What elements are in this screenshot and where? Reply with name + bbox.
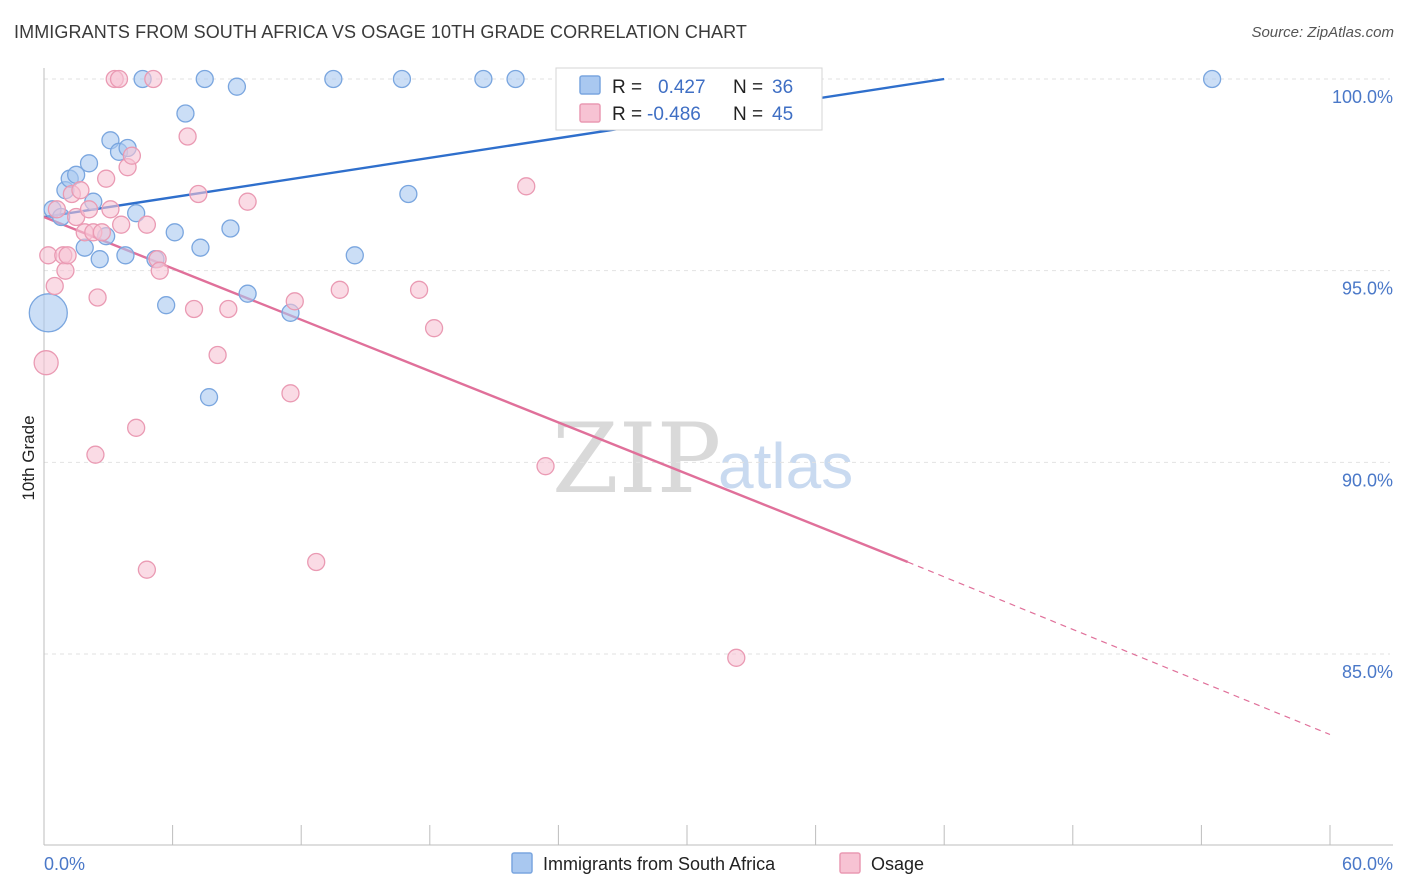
pink-point: [112, 215, 131, 234]
pink-point: [47, 200, 67, 219]
pink-point: [92, 223, 112, 242]
pink-point: [536, 457, 555, 476]
y-tick-label: 85.0%: [1342, 662, 1393, 682]
pink-point: [88, 288, 107, 307]
pink-point: [137, 560, 157, 579]
pink-point: [56, 261, 75, 280]
pink-point: [517, 177, 536, 196]
pink-point: [330, 280, 349, 299]
blue-point: [227, 77, 247, 96]
blue-point: [506, 69, 525, 89]
blue-point: [176, 104, 195, 123]
pink-point: [58, 246, 77, 265]
pink-point: [86, 445, 105, 464]
pink-point: [285, 292, 304, 311]
blue-point: [127, 204, 146, 223]
pink-trend-line: [43, 215, 909, 564]
blue-point: [79, 154, 99, 173]
blue-point: [28, 293, 68, 333]
pink-point: [33, 350, 59, 376]
pink-trend-extension: [907, 561, 1331, 736]
x-tick-label: 60.0%: [1342, 854, 1393, 874]
blue-point: [165, 223, 184, 242]
blue-point: [90, 250, 109, 269]
watermark-atlas: atlas: [718, 430, 853, 502]
pink-point: [127, 418, 146, 437]
blue-point: [221, 219, 240, 238]
pink-point: [144, 69, 163, 89]
y-tick-label: 100.0%: [1332, 87, 1393, 107]
stats-n-label-blue: N =: [733, 77, 763, 98]
pink-point: [122, 146, 142, 165]
blue-point: [195, 69, 214, 89]
source-credit: Source: ZipAtlas.com: [1251, 24, 1394, 41]
y-axis-label: 10th Grade: [19, 415, 38, 500]
blue-point: [345, 246, 364, 265]
blue-point: [399, 184, 418, 204]
data-points: [28, 69, 1222, 667]
blue-point: [75, 238, 94, 257]
pink-point: [101, 200, 120, 219]
axes: 100.0% 95.0% 90.0% 85.0% 0.0% 60.0%: [43, 68, 1393, 874]
blue-point: [191, 238, 210, 257]
pink-point: [238, 192, 257, 211]
watermark-zip: ZIP: [552, 403, 721, 515]
legend-label-pink: Osage: [871, 854, 924, 874]
blue-point: [474, 69, 493, 89]
legend: Immigrants from South Africa Osage: [511, 852, 924, 874]
stats-r-value-pink: -0.486: [647, 104, 701, 125]
pink-point: [45, 276, 64, 296]
pink-point: [97, 169, 116, 188]
stats-swatch-pink: [579, 103, 601, 123]
stats-r-label-blue: R =: [612, 77, 642, 98]
pink-point: [307, 552, 326, 572]
blue-point: [116, 246, 135, 265]
chart-title: IMMIGRANTS FROM SOUTH AFRICA VS OSAGE 10…: [14, 22, 748, 42]
blue-point: [1202, 69, 1222, 89]
pink-point: [208, 345, 227, 365]
gridlines: [44, 78, 1390, 655]
legend-swatch-pink: [839, 852, 861, 874]
stats-n-value-pink: 45: [772, 104, 793, 125]
pink-point: [189, 184, 208, 204]
stats-n-label-pink: N =: [733, 104, 763, 125]
pink-point: [150, 261, 169, 280]
pink-point: [109, 69, 129, 89]
pink-point: [184, 299, 204, 319]
x-tick-label: 0.0%: [44, 854, 85, 874]
stats-box: R = 0.427 N = 36 R = -0.486 N = 45: [555, 67, 823, 131]
legend-swatch-blue: [511, 852, 533, 874]
pink-point: [281, 384, 300, 403]
blue-point: [324, 69, 343, 89]
blue-point: [392, 69, 412, 89]
blue-point: [157, 296, 176, 315]
pink-point: [79, 200, 99, 219]
stats-n-value-blue: 36: [772, 77, 793, 98]
pink-point: [219, 299, 238, 319]
legend-label-blue: Immigrants from South Africa: [543, 854, 776, 874]
stats-r-label-pink: R =: [612, 104, 642, 125]
pink-point: [409, 280, 429, 299]
y-tick-label: 95.0%: [1342, 279, 1393, 299]
pink-point: [424, 319, 444, 338]
pink-point: [137, 215, 157, 234]
y-tick-label: 90.0%: [1342, 470, 1393, 490]
pink-point: [727, 648, 746, 667]
pink-point: [178, 127, 197, 146]
blue-point: [238, 284, 257, 303]
stats-swatch-blue: [579, 75, 601, 95]
stats-r-value-blue: 0.427: [658, 77, 706, 98]
blue-point: [199, 388, 219, 407]
pink-point: [71, 181, 90, 200]
